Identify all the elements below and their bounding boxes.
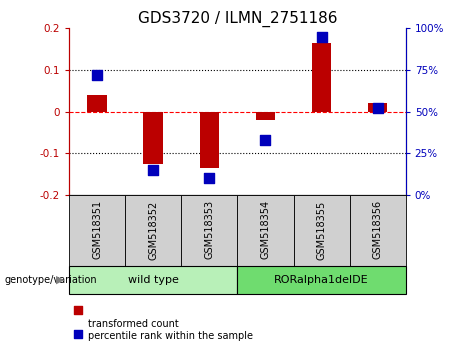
Point xyxy=(318,34,325,40)
Bar xyxy=(69,195,125,266)
Text: GSM518356: GSM518356 xyxy=(372,200,383,259)
Bar xyxy=(88,95,107,112)
Text: GSM518351: GSM518351 xyxy=(92,200,102,259)
Bar xyxy=(256,112,275,120)
Point xyxy=(262,137,269,143)
Text: transformed count: transformed count xyxy=(88,319,178,329)
Bar xyxy=(181,195,237,266)
Bar xyxy=(200,112,219,168)
Bar xyxy=(312,43,331,112)
Text: ▶: ▶ xyxy=(56,275,65,285)
Text: GSM518354: GSM518354 xyxy=(260,200,271,259)
Title: GDS3720 / ILMN_2751186: GDS3720 / ILMN_2751186 xyxy=(138,11,337,27)
Point xyxy=(374,105,381,111)
Bar xyxy=(125,195,181,266)
Text: wild type: wild type xyxy=(128,275,179,285)
Bar xyxy=(368,103,387,112)
Point xyxy=(206,175,213,181)
Text: genotype/variation: genotype/variation xyxy=(5,275,97,285)
Text: GSM518355: GSM518355 xyxy=(317,200,326,259)
Point xyxy=(94,72,101,78)
Point xyxy=(75,331,82,337)
Text: percentile rank within the sample: percentile rank within the sample xyxy=(88,331,253,341)
Text: RORalpha1delDE: RORalpha1delDE xyxy=(274,275,369,285)
Bar xyxy=(69,266,237,294)
Text: GSM518352: GSM518352 xyxy=(148,200,158,259)
Point xyxy=(149,167,157,173)
Bar xyxy=(294,195,349,266)
Bar xyxy=(143,112,163,164)
Bar xyxy=(349,195,406,266)
Bar xyxy=(237,266,406,294)
Text: GSM518353: GSM518353 xyxy=(204,200,214,259)
Point xyxy=(75,307,82,313)
Bar xyxy=(237,195,294,266)
